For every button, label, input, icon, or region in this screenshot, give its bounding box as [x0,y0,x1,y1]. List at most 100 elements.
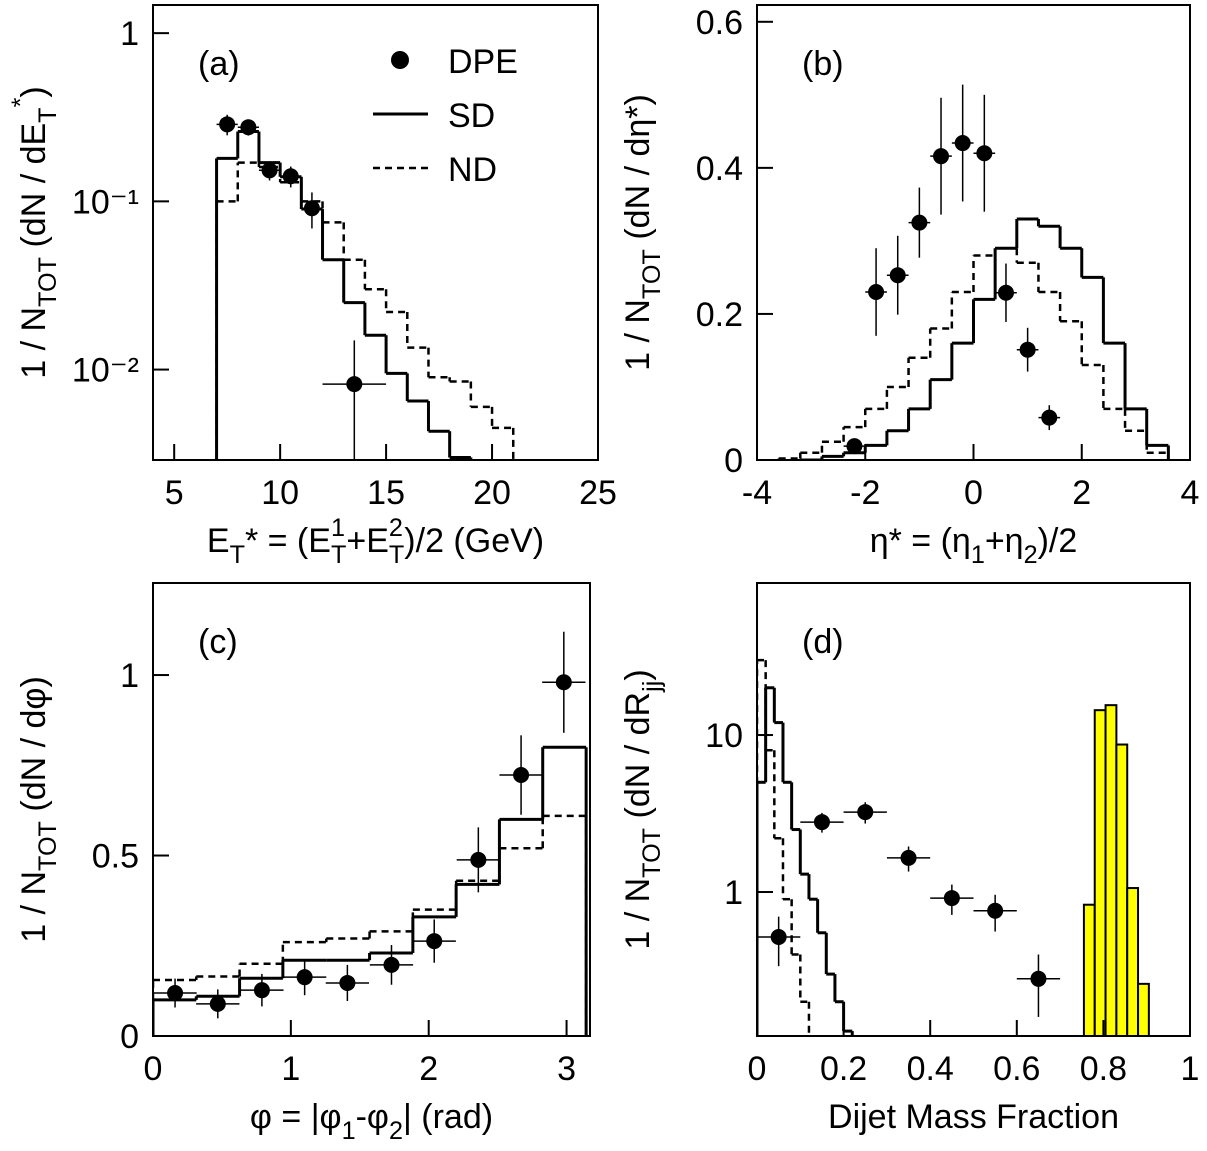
data-point [770,928,787,945]
data-point [846,438,863,455]
data-point [219,116,236,133]
x-tick-label: 20 [473,474,511,512]
x-tick-label: 1 [281,1050,300,1088]
x-tick-label: 0 [748,1050,767,1088]
y-tick-label: 10⁻² [72,352,139,390]
superscript: 1 [331,514,345,542]
label-text: E [207,522,230,560]
label-text: (dN / dη*) [619,94,657,249]
subscript: 2 [389,1117,403,1145]
x-tick-label: 0.6 [993,1050,1040,1088]
label-text: (dN / dR [619,692,657,828]
x-tick-label: 1 [1181,1050,1200,1088]
legend-label: SD [448,97,495,135]
x-tick-label: 0 [144,1050,163,1088]
y-tick-label: 0.5 [92,838,139,876]
label-text: * = (E [245,522,331,560]
y-tick-label: 10 [705,717,743,755]
signal-bin [1115,743,1129,1036]
data-point [426,933,443,950]
x-axis-label: η* = (η1+η2)/2 [870,522,1078,569]
legend-marker [391,51,409,69]
label-text: +E [346,522,389,560]
y-tick-label: 0.2 [696,296,743,334]
data-point [943,890,960,907]
plot-area [215,114,515,460]
x-tick-label: 15 [367,474,405,512]
data-point [997,284,1014,301]
data-point [1019,341,1036,358]
subscript: 1 [342,1117,356,1145]
data-point [900,849,917,866]
y-tick-label: 0 [120,1018,139,1056]
data-point [261,162,278,179]
data-point [933,148,950,165]
y-axis-label: 1 / NTOT (dN / dη*) [619,94,666,371]
x-tick-label: 2 [1072,474,1091,512]
legend-label: DPE [448,43,518,81]
plot-area [153,631,588,1036]
x-tick-label: 5 [165,474,184,512]
y-axis-label: 1 / NTOT (dN / dφ) [15,676,62,943]
x-tick-label: 25 [579,474,617,512]
data-point [383,956,400,973]
data-point [954,135,971,152]
data-point [1030,970,1047,987]
subscript: TOT [638,249,666,299]
plot-area [777,84,1170,460]
subscript: TOT [638,828,666,878]
plot-area [757,658,1150,1036]
x-axis-label: Dijet Mass Fraction [828,1098,1119,1136]
y-tick-label: 10⁻¹ [72,183,139,221]
y-axis-label: 1 / NTOT (dN / dRjj) [619,669,666,949]
data-point [976,145,993,162]
label-text: Dijet Mass Fraction [828,1098,1119,1136]
data-point [555,674,572,691]
data-point [911,214,928,231]
subscript: 1 [971,541,985,569]
subscript: 2 [1024,541,1038,569]
data-point [346,376,363,393]
label-text: 1 / N [15,307,53,379]
legend-label: ND [448,151,497,189]
superscript: 2 [389,514,403,542]
x-tick-label: 0.2 [820,1050,867,1088]
x-tick-label: 3 [557,1050,576,1088]
y-tick-label: 0.6 [696,4,743,42]
label-text: φ = |φ [250,1098,342,1136]
data-point [868,284,885,301]
label-text: | (rad) [403,1098,493,1136]
subscript: jj [638,681,666,693]
x-tick-label: 4 [1181,474,1200,512]
x-tick-label: 0.4 [907,1050,954,1088]
x-axis-label: φ = |φ1-φ2| (rad) [250,1098,493,1145]
y-tick-label: 0.4 [696,150,743,188]
subscript: T [331,541,346,569]
data-point [513,767,530,784]
label-text: 1 / N [15,871,53,943]
signal-bin [1093,709,1107,1036]
panel-label: (a) [198,45,240,83]
signal-bin [1137,982,1150,1036]
panel-label: (d) [802,623,844,661]
signal-bin [1082,903,1096,1036]
data-point [209,995,226,1012]
subscript: T [389,541,404,569]
superscript: * [7,97,35,107]
y-tick-label: 1 [724,874,743,912]
x-tick-label: 0 [964,474,983,512]
data-point [296,969,313,986]
x-tick-label: -2 [850,474,880,512]
subscript: T [34,107,62,122]
axes-frame [756,582,1191,1037]
data-point [889,267,906,284]
y-tick-label: 1 [120,657,139,695]
x-axis-label: ET* = (E1 T+E2 T)/2 (GeV) [207,514,544,569]
label-text: )/2 [1038,522,1078,560]
data-point [167,985,184,1002]
data-point [813,814,830,831]
label-text: 1 / N [619,299,657,371]
data-point [857,804,874,821]
label-text: 1 / N [619,878,657,950]
